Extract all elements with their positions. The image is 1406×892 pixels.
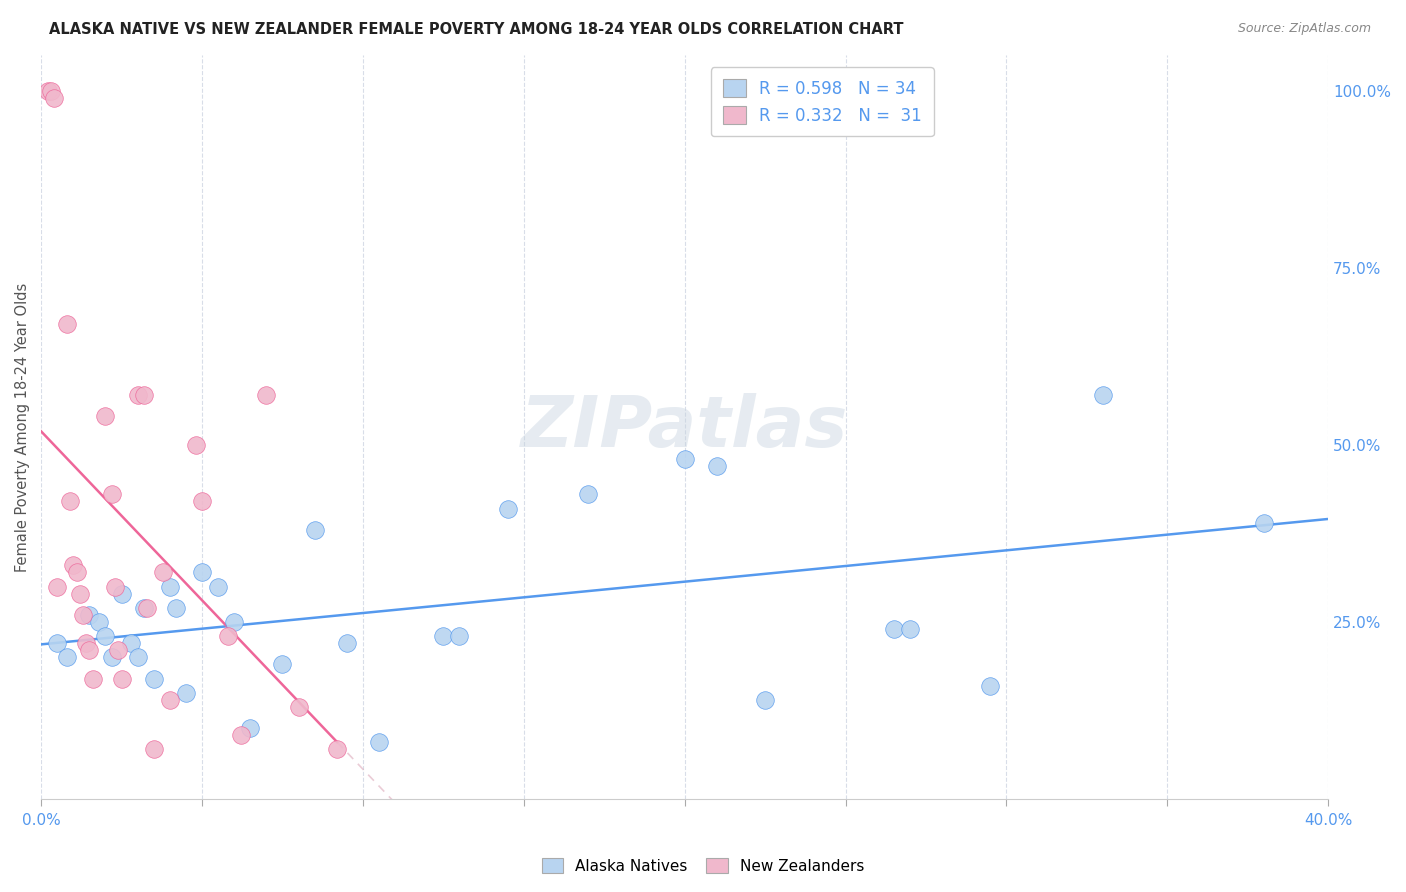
Point	[673, 452, 696, 467]
Point	[94, 409, 117, 424]
Point	[59, 494, 82, 508]
Point	[79, 643, 101, 657]
Point	[576, 487, 599, 501]
Point	[94, 629, 117, 643]
Point	[159, 580, 181, 594]
Point	[87, 615, 110, 629]
Point	[107, 643, 129, 657]
Point	[217, 629, 239, 643]
Point	[79, 607, 101, 622]
Point	[174, 686, 197, 700]
Point	[706, 458, 728, 473]
Point	[127, 388, 149, 402]
Point	[883, 622, 905, 636]
Point	[136, 600, 159, 615]
Point	[46, 636, 69, 650]
Legend: Alaska Natives, New Zealanders: Alaska Natives, New Zealanders	[536, 852, 870, 880]
Point	[254, 388, 277, 402]
Point	[56, 318, 79, 332]
Legend: R = 0.598   N = 34, R = 0.332   N =  31: R = 0.598 N = 34, R = 0.332 N = 31	[711, 67, 934, 136]
Y-axis label: Female Poverty Among 18-24 Year Olds: Female Poverty Among 18-24 Year Olds	[15, 283, 30, 572]
Point	[287, 700, 309, 714]
Point	[82, 672, 104, 686]
Point	[1253, 516, 1275, 530]
Point	[69, 586, 91, 600]
Point	[184, 438, 207, 452]
Text: ALASKA NATIVE VS NEW ZEALANDER FEMALE POVERTY AMONG 18-24 YEAR OLDS CORRELATION : ALASKA NATIVE VS NEW ZEALANDER FEMALE PO…	[49, 22, 904, 37]
Point	[110, 672, 132, 686]
Point	[239, 721, 262, 735]
Point	[46, 580, 69, 594]
Point	[191, 566, 214, 580]
Point	[979, 679, 1001, 693]
Point	[142, 742, 165, 756]
Point	[165, 600, 187, 615]
Text: Source: ZipAtlas.com: Source: ZipAtlas.com	[1237, 22, 1371, 36]
Point	[898, 622, 921, 636]
Point	[191, 494, 214, 508]
Point	[62, 558, 84, 573]
Point	[75, 636, 97, 650]
Point	[754, 693, 776, 707]
Point	[42, 90, 65, 104]
Point	[101, 650, 124, 665]
Point	[104, 580, 127, 594]
Point	[1091, 388, 1114, 402]
Point	[326, 742, 349, 756]
Point	[368, 735, 391, 749]
Point	[159, 693, 181, 707]
Point	[142, 672, 165, 686]
Point	[152, 566, 174, 580]
Point	[304, 523, 326, 537]
Point	[449, 629, 471, 643]
Point	[336, 636, 359, 650]
Point	[56, 650, 79, 665]
Point	[101, 487, 124, 501]
Point	[65, 566, 87, 580]
Point	[110, 586, 132, 600]
Point	[432, 629, 454, 643]
Point	[207, 580, 229, 594]
Point	[132, 388, 155, 402]
Point	[229, 728, 252, 742]
Point	[72, 607, 94, 622]
Point	[37, 84, 59, 98]
Point	[132, 600, 155, 615]
Point	[127, 650, 149, 665]
Point	[39, 84, 62, 98]
Text: ZIPatlas: ZIPatlas	[522, 392, 848, 461]
Point	[271, 657, 294, 672]
Point	[224, 615, 246, 629]
Point	[496, 501, 519, 516]
Point	[120, 636, 142, 650]
